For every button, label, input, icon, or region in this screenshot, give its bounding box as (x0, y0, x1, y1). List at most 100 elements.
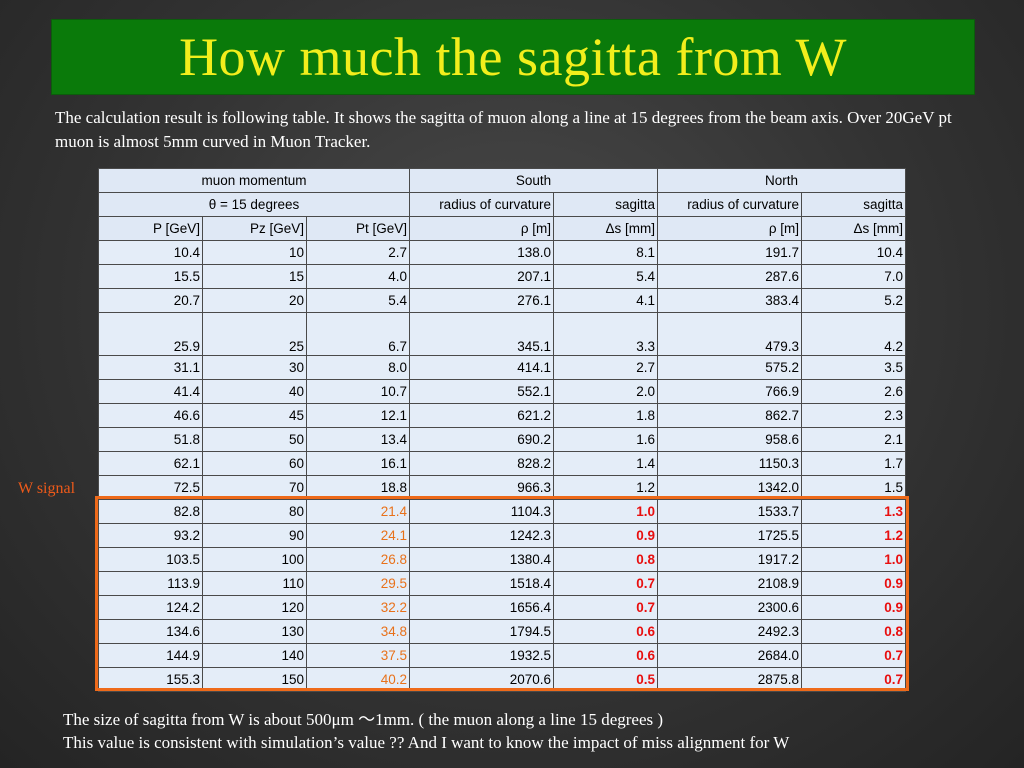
table-cell: 13.4 (306, 427, 410, 452)
table-cell: 134.6 (98, 619, 203, 644)
table-cell: 287.6 (657, 264, 802, 289)
header-south-sagitta: sagitta (553, 192, 658, 217)
table-cell: 828.2 (409, 451, 554, 476)
table-cell: 0.8 (801, 619, 906, 644)
table-cell: 2.7 (553, 355, 658, 380)
table-cell: 1.2 (553, 475, 658, 500)
table-cell: 1794.5 (409, 619, 554, 644)
table-cell: 150 (202, 667, 307, 692)
table-cell: 4.2 (801, 312, 906, 356)
table-cell: 2108.9 (657, 571, 802, 596)
header-south-radius: radius of curvature (409, 192, 554, 217)
table-cell: 0.8 (553, 547, 658, 572)
table-cell: 0.7 (801, 667, 906, 692)
column-header: ρ [m] (409, 216, 554, 241)
table-row: 82.8 80 21.4 1104.3 1.0 1533.7 1.3 (98, 499, 906, 524)
table-cell: 1.3 (801, 499, 906, 524)
table-cell: 70 (202, 475, 307, 500)
table-cell: 3.3 (553, 312, 658, 356)
table-cell: 1.2 (801, 523, 906, 548)
table-cell: 32.2 (306, 595, 410, 620)
table-row: 41.4 40 10.7 552.1 2.0 766.9 2.6 (98, 379, 906, 404)
table-cell: 110 (202, 571, 307, 596)
table-cell: 2492.3 (657, 619, 802, 644)
table-cell: 1242.3 (409, 523, 554, 548)
table-cell: 93.2 (98, 523, 203, 548)
column-header: Δs [mm] (801, 216, 906, 241)
column-header: Δs [mm] (553, 216, 658, 241)
table-cell: 1518.4 (409, 571, 554, 596)
column-header: Pz [GeV] (202, 216, 307, 241)
header-north-radius: radius of curvature (657, 192, 802, 217)
table-row: 62.1 60 16.1 828.2 1.4 1150.3 1.7 (98, 451, 906, 476)
table-cell: 0.9 (801, 595, 906, 620)
table-row: 124.2 120 32.2 1656.4 0.7 2300.6 0.9 (98, 595, 906, 620)
column-header: Pt [GeV] (306, 216, 410, 241)
table-cell: 20.7 (98, 288, 203, 313)
table-cell: 34.8 (306, 619, 410, 644)
table-row: 93.2 90 24.1 1242.3 0.9 1725.5 1.2 (98, 523, 906, 548)
table-cell: 4.0 (306, 264, 410, 289)
table-cell: 31.1 (98, 355, 203, 380)
table-cell: 0.6 (553, 643, 658, 668)
sagitta-table: muon momentum South North θ = 15 degrees… (98, 168, 906, 692)
table-cell: 862.7 (657, 403, 802, 428)
table-cell: 1.7 (801, 451, 906, 476)
table-cell: 8.1 (553, 240, 658, 265)
table-cell: 0.7 (801, 643, 906, 668)
table-cell: 1.8 (553, 403, 658, 428)
table-cell: 41.4 (98, 379, 203, 404)
table-cell: 0.5 (553, 667, 658, 692)
table-cell: 0.7 (553, 595, 658, 620)
table-cell: 120 (202, 595, 307, 620)
table-cell: 62.1 (98, 451, 203, 476)
table-cell: 21.4 (306, 499, 410, 524)
table-cell: 766.9 (657, 379, 802, 404)
table-cell: 3.5 (801, 355, 906, 380)
table-cell: 2875.8 (657, 667, 802, 692)
table-cell: 1.6 (553, 427, 658, 452)
table-cell: 40.2 (306, 667, 410, 692)
table-cell: 345.1 (409, 312, 554, 356)
table-cell: 24.1 (306, 523, 410, 548)
table-cell: 50 (202, 427, 307, 452)
table-row: 144.9 140 37.5 1932.5 0.6 2684.0 0.7 (98, 643, 906, 668)
table-row: 20.7 20 5.4 276.1 4.1 383.4 5.2 (98, 288, 906, 313)
table-cell: 690.2 (409, 427, 554, 452)
table-cell: 2.6 (801, 379, 906, 404)
table-cell: 138.0 (409, 240, 554, 265)
table-cell: 72.5 (98, 475, 203, 500)
table-cell: 191.7 (657, 240, 802, 265)
table-cell: 276.1 (409, 288, 554, 313)
table-cell: 80 (202, 499, 307, 524)
table-cell: 4.1 (553, 288, 658, 313)
table-cell: 124.2 (98, 595, 203, 620)
table-cell: 7.0 (801, 264, 906, 289)
table-cell: 10.7 (306, 379, 410, 404)
table-cell: 18.8 (306, 475, 410, 500)
table-cell: 207.1 (409, 264, 554, 289)
table-cell: 2.3 (801, 403, 906, 428)
w-signal-label: W signal (18, 480, 76, 497)
table-cell: 966.3 (409, 475, 554, 500)
table-cell: 958.6 (657, 427, 802, 452)
table-cell: 1917.2 (657, 547, 802, 572)
title-banner: How much the sagitta from W (51, 19, 975, 95)
table-cell: 1533.7 (657, 499, 802, 524)
table-cell: 113.9 (98, 571, 203, 596)
table-cell: 2070.6 (409, 667, 554, 692)
intro-paragraph: The calculation result is following tabl… (55, 108, 952, 151)
table-cell: 1656.4 (409, 595, 554, 620)
table-cell: 0.9 (553, 523, 658, 548)
table-cell: 103.5 (98, 547, 203, 572)
header-north-sagitta: sagitta (801, 192, 906, 217)
table-cell: 26.8 (306, 547, 410, 572)
table-row: 155.3 150 40.2 2070.6 0.5 2875.8 0.7 (98, 667, 906, 692)
table-cell: 10.4 (98, 240, 203, 265)
header-south: South (409, 168, 658, 193)
table-cell: 2684.0 (657, 643, 802, 668)
table-cell: 12.1 (306, 403, 410, 428)
table-row: 51.8 50 13.4 690.2 1.6 958.6 2.1 (98, 427, 906, 452)
table-cell: 0.9 (801, 571, 906, 596)
table-cell: 479.3 (657, 312, 802, 356)
